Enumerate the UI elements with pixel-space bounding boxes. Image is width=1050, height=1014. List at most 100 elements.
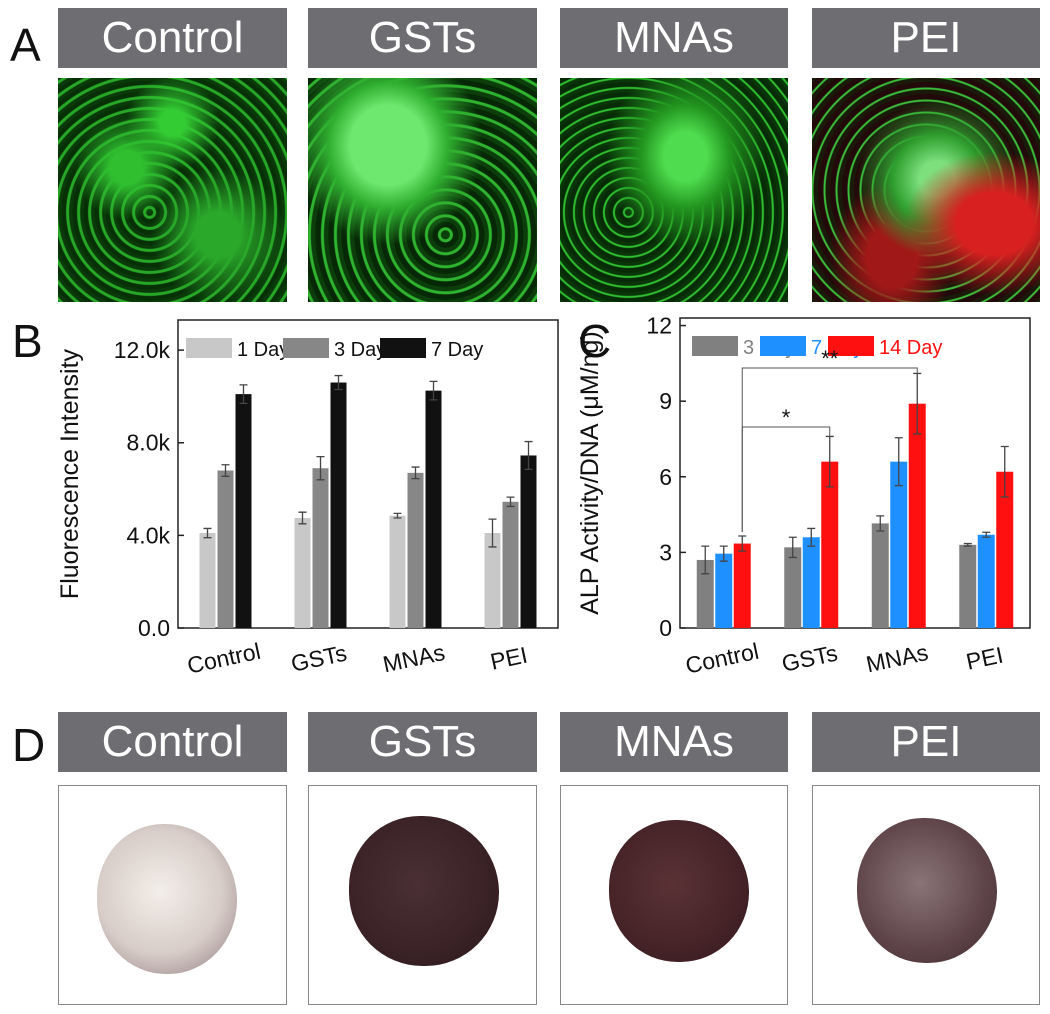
bar	[821, 461, 839, 628]
image-header: Control	[58, 8, 287, 68]
photo	[812, 785, 1040, 1005]
bar	[959, 544, 977, 628]
y-tick-label: 12.0k	[114, 337, 171, 363]
x-tick-label: Control	[185, 638, 263, 679]
photo	[308, 785, 537, 1005]
bar	[407, 472, 424, 628]
micrograph	[812, 78, 1040, 302]
error-bar	[203, 527, 212, 539]
image-header: Control	[58, 712, 287, 772]
error-bar	[894, 437, 903, 487]
significance-bracket	[741, 367, 918, 533]
micrograph	[308, 78, 537, 302]
y-tick-label: 8.0k	[127, 430, 171, 456]
bar	[425, 390, 442, 628]
panel-label: B	[12, 315, 43, 367]
error-bar	[701, 545, 710, 575]
bar	[217, 470, 234, 628]
micrograph	[58, 78, 287, 302]
scaffold	[609, 820, 749, 962]
y-tick-label: 9	[659, 388, 672, 414]
bar	[733, 543, 751, 628]
significance-label: *	[782, 405, 791, 430]
y-tick-label: 3	[659, 539, 672, 565]
error-bar	[221, 464, 230, 477]
legend-label: 3 Day	[334, 339, 386, 361]
y-axis-label: Fluorescence Intensity	[56, 348, 84, 599]
y-tick-label: 6	[659, 464, 672, 490]
image-header: MNAs	[560, 712, 788, 772]
panel-label: D	[12, 719, 46, 771]
error-bar	[788, 536, 797, 559]
error-bar	[807, 527, 816, 547]
bar	[977, 534, 995, 628]
legend-label: 7 Day	[431, 339, 483, 361]
bar	[715, 553, 733, 628]
legend-swatch	[828, 336, 874, 356]
y-tick-label: 0	[659, 615, 672, 641]
bar	[330, 382, 347, 628]
y-tick-label: 0.0	[138, 615, 170, 641]
x-tick-label: PEI	[488, 642, 530, 675]
bar	[389, 515, 406, 628]
error-bar	[524, 440, 533, 471]
x-tick-label: MNAs	[864, 639, 931, 677]
charts: 0.0 4.0k 8.0k 12.0k Fluorescence Intensity Co…	[56, 313, 1031, 679]
image-header: GSTs	[308, 8, 537, 68]
x-tick-label: GSTs	[779, 640, 839, 677]
error-bar	[429, 380, 438, 401]
bar	[996, 471, 1014, 628]
scaffold	[97, 824, 237, 974]
error-bar	[411, 466, 420, 480]
error-bar	[239, 384, 248, 405]
bar	[199, 533, 216, 628]
bar	[908, 403, 926, 628]
error-bar	[506, 496, 515, 508]
error-bar	[334, 374, 343, 391]
legend-swatch	[186, 338, 232, 358]
image-header: MNAs	[560, 8, 788, 68]
x-tick-label: Control	[683, 638, 761, 679]
legend-swatch	[692, 336, 738, 356]
image-header: PEI	[812, 8, 1040, 68]
error-bar	[963, 542, 972, 547]
x-tick-label: MNAs	[381, 639, 448, 677]
bar	[784, 547, 802, 628]
y-axis-label: ALP Activity/DNA (μM/ng)	[576, 331, 604, 614]
bar	[871, 523, 889, 628]
panel-label: C	[578, 315, 612, 367]
significance-bracket	[741, 426, 831, 533]
bar	[890, 461, 908, 628]
micrograph	[560, 78, 788, 302]
image-header: GSTs	[308, 712, 537, 772]
scaffold	[857, 818, 997, 963]
y-tick-label: 4.0k	[127, 522, 171, 548]
error-bar	[1000, 445, 1009, 498]
bar	[520, 455, 537, 628]
error-bar	[488, 518, 497, 548]
bar	[312, 468, 329, 628]
legend-label: 14 Day	[879, 337, 942, 359]
legend-swatch	[760, 336, 806, 356]
error-bar	[316, 455, 325, 481]
error-bar	[393, 512, 402, 519]
error-bar	[982, 531, 991, 538]
plot-frame	[679, 317, 1031, 629]
y-tick-label: 12	[646, 313, 672, 339]
legend-swatch	[283, 338, 329, 358]
x-tick-label: GSTs	[289, 640, 349, 677]
error-bar	[298, 511, 307, 525]
bar	[235, 394, 252, 628]
photo	[58, 785, 287, 1005]
significance-label: **	[821, 346, 839, 371]
bar	[802, 537, 820, 628]
bar	[484, 533, 501, 628]
image-header: PEI	[812, 712, 1040, 772]
bar	[696, 559, 714, 628]
scaffold	[349, 816, 499, 966]
plot-frame	[177, 319, 559, 629]
bar	[294, 518, 311, 628]
error-bar	[719, 545, 728, 562]
legend-label: 1 Day	[237, 339, 289, 361]
